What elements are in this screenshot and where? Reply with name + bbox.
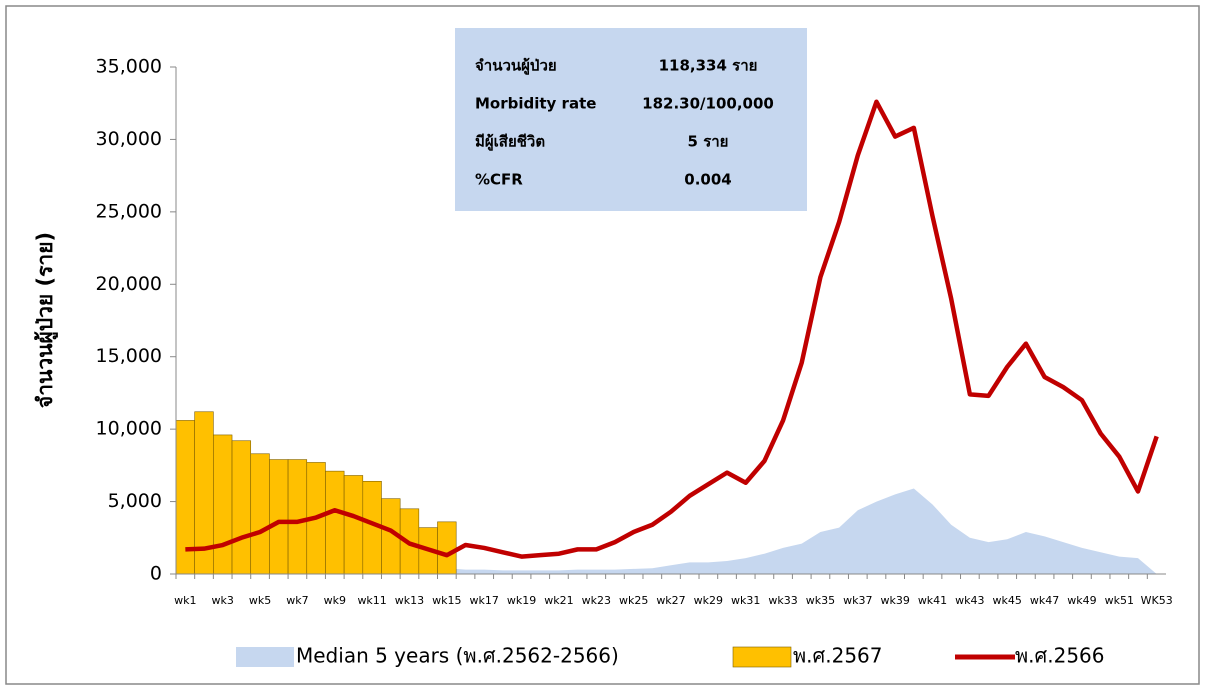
x-tick-label: wk9	[324, 594, 346, 607]
y-tick-label: 15,000	[96, 345, 162, 367]
bar	[287, 459, 308, 575]
x-tick-label: WK53	[1141, 594, 1173, 607]
x-tick-label: wk5	[249, 594, 271, 607]
y-tick-label: 20,000	[96, 273, 162, 295]
x-tick-label: wk31	[731, 594, 760, 607]
x-tick-label: wk1	[174, 594, 196, 607]
bar	[250, 453, 270, 575]
legend-label: พ.ศ.2567	[793, 644, 883, 668]
x-tick-label: wk43	[955, 594, 984, 607]
x-tick-label: wk51	[1105, 594, 1134, 607]
x-tick-label: wk21	[544, 594, 573, 607]
info-value: 5 ราย	[688, 133, 729, 151]
y-tick-label: 25,000	[96, 200, 162, 222]
bar	[343, 475, 364, 575]
legend-label: พ.ศ.2566	[1015, 644, 1105, 668]
info-value: 182.30/100,000	[642, 95, 774, 113]
bar	[269, 459, 289, 575]
x-tick-label: wk49	[1067, 594, 1096, 607]
bar	[325, 470, 345, 575]
x-tick-label: wk7	[286, 594, 308, 607]
info-value: 0.004	[684, 171, 731, 189]
bar	[213, 434, 233, 575]
legend-label: Median 5 years (พ.ศ.2562-2566)	[296, 644, 619, 668]
x-tick-label: wk29	[694, 594, 723, 607]
y-tick-label: 30,000	[96, 128, 162, 150]
legend-swatch	[236, 647, 294, 667]
x-tick-label: wk41	[918, 594, 947, 607]
x-tick-label: wk35	[806, 594, 835, 607]
x-tick-label: wk27	[656, 594, 685, 607]
x-tick-label: wk47	[1030, 594, 1059, 607]
y-tick-label: 5,000	[108, 490, 162, 512]
y-tick-label: 10,000	[96, 418, 162, 440]
legend-swatch	[732, 646, 792, 668]
info-value: 118,334 ราย	[659, 57, 758, 75]
x-tick-label: wk25	[619, 594, 648, 607]
info-label: Morbidity rate	[475, 95, 596, 113]
x-tick-label: wk19	[507, 594, 536, 607]
info-label: %CFR	[475, 171, 523, 189]
x-tick-label: wk13	[395, 594, 424, 607]
info-label: มีผู้เสียชีวิต	[475, 133, 545, 152]
x-tick-label: wk37	[843, 594, 872, 607]
x-tick-label: wk45	[993, 594, 1022, 607]
info-box	[455, 28, 807, 211]
area	[185, 488, 1157, 574]
x-tick-label: wk15	[432, 594, 461, 607]
bar	[437, 521, 457, 575]
y-axis-label: จำนวนผู้ป่วย (ราย)	[33, 232, 59, 408]
info-label: จำนวนผู้ป่วย	[475, 57, 557, 76]
x-tick-label: wk3	[212, 594, 234, 607]
x-tick-label: wk33	[768, 594, 797, 607]
x-tick-label: wk17	[470, 594, 499, 607]
line	[185, 99, 1159, 559]
x-tick-label: wk39	[880, 594, 909, 607]
bar	[231, 440, 252, 575]
x-tick-label: wk11	[357, 594, 386, 607]
y-tick-label: 35,000	[96, 56, 162, 78]
x-tick-label: wk23	[582, 594, 611, 607]
y-tick-label: 0	[150, 563, 162, 585]
